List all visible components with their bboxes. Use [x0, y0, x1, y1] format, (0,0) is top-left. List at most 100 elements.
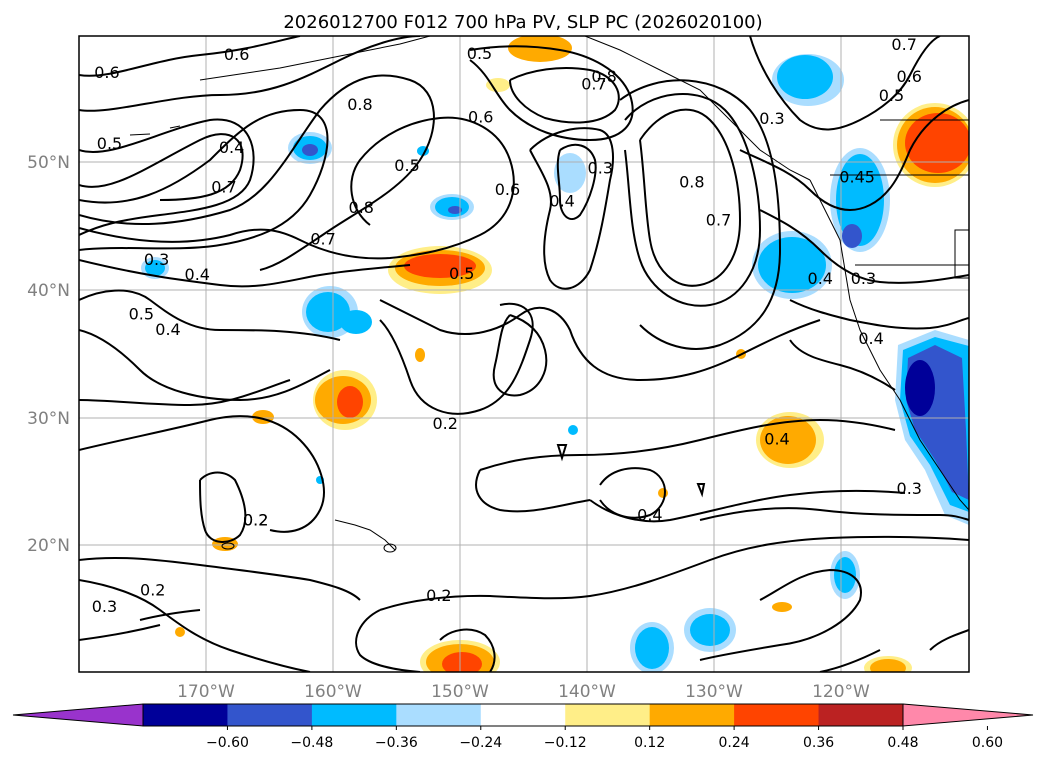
colorbar: −0.60 −0.48 −0.36 −0.24 −0.12 0.12 0.24 0.36 0.4…	[12, 703, 1034, 751]
contour-labels: 0.60.60.5 0.40.70.80.50.60.50.60.80.70.50…	[92, 36, 922, 616]
positive-anomaly-small	[415, 348, 425, 362]
contour-label: 0.3	[92, 597, 117, 616]
negative-anomaly	[302, 144, 318, 156]
contour-label: 0.45	[839, 167, 875, 186]
colorbar-segment	[396, 704, 482, 726]
lat-label-20n: 20°N	[27, 536, 70, 556]
colorbar-segment	[818, 704, 904, 726]
contour-label: 0.5	[129, 305, 154, 324]
colorbar-tick-label: 0.24	[719, 735, 750, 751]
lat-label-40n: 40°N	[27, 281, 70, 301]
negative-anomaly	[306, 292, 350, 332]
negative-anomaly	[690, 614, 730, 646]
contour-label: 0.6	[495, 180, 520, 199]
negative-anomaly	[635, 627, 669, 669]
colorbar-segment	[227, 704, 313, 726]
colorbar-tick-label: −0.48	[290, 735, 333, 751]
colorbar-tick-label: 0.36	[803, 735, 834, 751]
lat-label-30n: 30°N	[27, 409, 70, 429]
contour-label: 0.8	[679, 172, 704, 191]
contour-lines	[79, 36, 969, 672]
colorbar-tick-label: −0.36	[375, 735, 418, 751]
colorbar-segment	[565, 704, 651, 726]
contour-label: 0.4	[185, 265, 210, 284]
contour-label: 0.4	[549, 191, 574, 210]
negative-anomaly	[554, 153, 586, 193]
contour-label: 0.6	[897, 67, 922, 86]
lon-label-160w: 160°W	[304, 682, 362, 702]
negative-anomaly	[842, 224, 862, 248]
lat-label-50n: 50°N	[27, 153, 70, 173]
lon-label-130w: 130°W	[685, 682, 743, 702]
contour-label: 0.8	[347, 95, 372, 114]
negative-anomaly-core	[905, 360, 935, 416]
colorbar-tick-label: 0.48	[887, 735, 918, 751]
contour-label: 0.3	[851, 269, 876, 288]
contour-label: 0.3	[897, 479, 922, 498]
positive-anomaly-subtropic	[337, 386, 363, 418]
colorbar-tick-label: −0.24	[459, 735, 502, 751]
colorbar-tick-label: −0.12	[544, 735, 587, 751]
contour-label: 0.3	[144, 250, 169, 269]
contour-label: 0.5	[394, 156, 419, 175]
contour-label: 0.3	[759, 109, 784, 128]
latitude-axis: 50°N 40°N 30°N 20°N	[27, 153, 70, 556]
lon-label-140w: 140°W	[558, 682, 616, 702]
contour-label: 0.7	[211, 177, 236, 196]
gridlines	[79, 36, 969, 672]
contour-label: 0.4	[637, 506, 662, 525]
negative-anomaly	[448, 206, 462, 214]
negative-anomaly	[340, 310, 372, 334]
contour-label: 0.8	[349, 198, 374, 217]
negative-anomaly	[836, 154, 884, 246]
contour-label: 0.8	[591, 67, 616, 86]
positive-anomaly-shading	[175, 36, 969, 672]
positive-anomaly-gulf	[508, 36, 572, 62]
contour-label: 0.2	[243, 511, 268, 530]
negative-anomaly	[145, 260, 165, 276]
colorbar-extend-high	[902, 703, 1034, 727]
contour-label: 0.5	[467, 44, 492, 63]
contour-label: 0.7	[706, 211, 731, 230]
colorbar-frame	[142, 703, 904, 727]
negative-anomaly-shading	[141, 54, 969, 672]
contour-label: 0.4	[155, 320, 180, 339]
positive-anomaly-gulf	[486, 78, 510, 92]
map-panel: 0.60.60.5 0.40.70.80.50.60.50.60.80.70.50…	[79, 36, 969, 672]
lon-label-170w: 170°W	[177, 682, 235, 702]
contour-label: 0.7	[310, 230, 335, 249]
contour-label: 0.4	[764, 429, 789, 448]
map-frame	[78, 35, 970, 673]
contour-label: 0.2	[426, 586, 451, 605]
positive-anomaly-east	[760, 416, 816, 464]
contour-label: 0.4	[808, 269, 833, 288]
longitude-axis: 170°W 160°W 150°W 140°W 130°W 120°W	[177, 682, 870, 702]
positive-anomaly-south	[442, 652, 482, 672]
contour-label: 0.5	[97, 134, 122, 153]
contour-label: 0.5	[449, 264, 474, 283]
contour-label: 0.7	[581, 74, 606, 93]
colorbar-segment	[311, 704, 397, 726]
positive-anomaly-southeast	[870, 659, 906, 672]
colorbar-tick-label: 0.12	[634, 735, 665, 751]
negative-anomaly	[568, 425, 578, 435]
positive-anomaly-canada	[905, 113, 969, 173]
coastlines	[129, 36, 969, 553]
colorbar-segment	[480, 704, 566, 726]
positive-anomaly-small	[772, 602, 792, 612]
contour-label: 0.2	[140, 581, 165, 600]
contour-label: 0.2	[243, 511, 268, 530]
lon-label-120w: 120°W	[812, 682, 870, 702]
contour-label: 0.6	[224, 45, 249, 64]
lon-label-150w: 150°W	[431, 682, 489, 702]
colorbar-extend-low	[12, 703, 144, 727]
negative-anomaly	[777, 55, 833, 99]
positive-anomaly-small	[175, 627, 185, 637]
contour-label: 0.3	[588, 158, 613, 177]
contour-label: 0.6	[94, 63, 119, 82]
contour-label: 0.4	[219, 138, 244, 157]
positive-anomaly-small	[658, 488, 668, 498]
contour-label: 0.5	[879, 86, 904, 105]
contour-label: 0.6	[468, 107, 493, 126]
